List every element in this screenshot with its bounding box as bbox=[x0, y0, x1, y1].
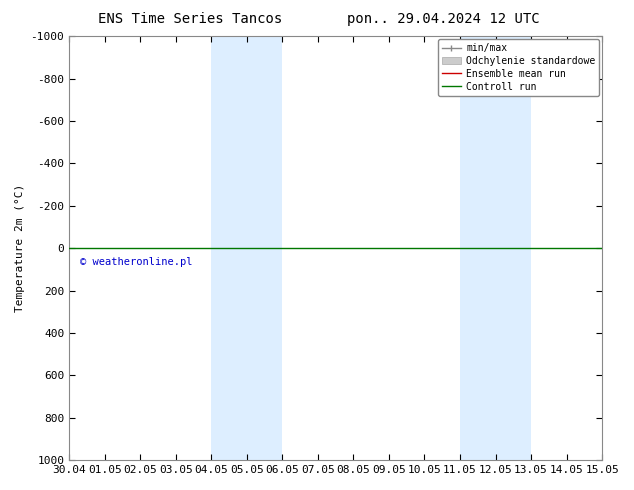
Bar bbox=[496, 36, 531, 460]
Text: © weatheronline.pl: © weatheronline.pl bbox=[80, 257, 192, 267]
Text: ENS Time Series Tancos: ENS Time Series Tancos bbox=[98, 12, 282, 26]
Bar bbox=[460, 36, 496, 460]
Text: pon.. 29.04.2024 12 UTC: pon.. 29.04.2024 12 UTC bbox=[347, 12, 540, 26]
Bar bbox=[247, 36, 282, 460]
Bar bbox=[211, 36, 247, 460]
Y-axis label: Temperature 2m (°C): Temperature 2m (°C) bbox=[15, 184, 25, 312]
Legend: min/max, Odchylenie standardowe, Ensemble mean run, Controll run: min/max, Odchylenie standardowe, Ensembl… bbox=[438, 39, 599, 96]
